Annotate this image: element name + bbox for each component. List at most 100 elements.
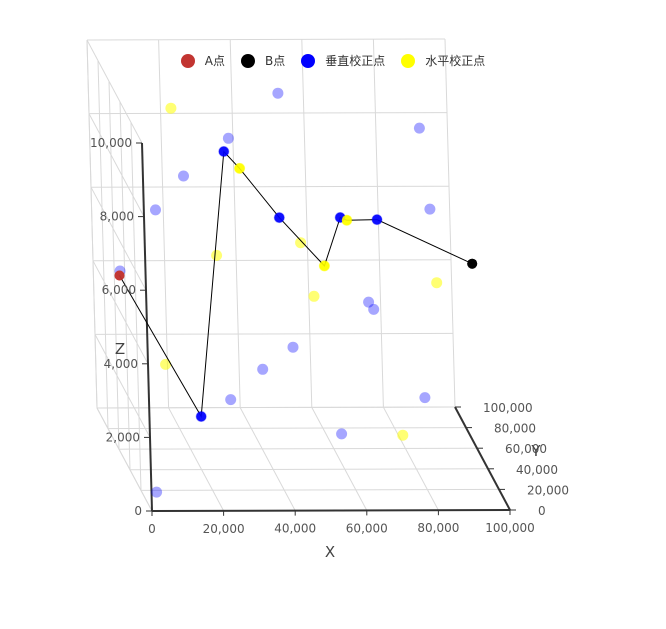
grid-line [94, 334, 151, 438]
vertical-correction-point [368, 303, 380, 315]
grid-line [88, 112, 448, 115]
vertical-correction-point [272, 87, 284, 99]
route-node [234, 163, 245, 174]
legend-item[interactable]: 垂直校正点 [301, 52, 385, 69]
vertical-correction-point [222, 132, 234, 144]
x-tick-label: 60,000 [346, 521, 388, 535]
grid-line [90, 186, 147, 291]
x-tick-label: 40,000 [274, 522, 316, 536]
grid-line [86, 39, 98, 409]
z-tick-label: 8,000 [100, 210, 134, 224]
vertical-correction-point [419, 392, 431, 404]
z-tick-label: 4,000 [104, 357, 138, 371]
horizontal-correction-point [431, 277, 443, 289]
horizontal-correction-point [308, 290, 320, 302]
y-tick-label: 0 [538, 504, 546, 518]
route-node [196, 411, 207, 422]
y-tick-label: 40,000 [516, 463, 558, 477]
z-tick-label: 2,000 [106, 430, 140, 444]
grid-line [130, 122, 142, 491]
label-layer: 0 20,000 40,000 60,000 80,000 100,000020,0004… [90, 136, 569, 561]
y-tick-label: 100,000 [483, 401, 533, 415]
x-tick-label: 80,000 [417, 521, 459, 535]
vertical-correction-point [225, 394, 237, 406]
grid-line [88, 113, 145, 217]
y-tick-label: 20,000 [527, 483, 569, 497]
grid-line [229, 39, 241, 408]
vertical-correction-point [413, 122, 425, 134]
grid-line [96, 406, 456, 409]
legend-marker [180, 53, 195, 68]
legend-marker [401, 53, 416, 68]
grid-line [96, 407, 153, 512]
grid-line [129, 468, 489, 471]
route-node [274, 212, 285, 223]
route-node [372, 214, 382, 225]
vertical-correction-point [287, 341, 299, 353]
legend-label: 垂直校正点 [325, 54, 386, 68]
route-layer [114, 146, 478, 422]
grid-line [382, 406, 439, 511]
vertical-correction-point [336, 428, 348, 440]
grid-line [90, 185, 450, 188]
y-tick-label: 80,000 [494, 422, 536, 436]
horizontal-correction-point [295, 237, 307, 249]
route-node [319, 260, 330, 271]
route-node [114, 270, 125, 281]
legend-marker [301, 53, 316, 68]
legend-label: A点 [204, 54, 225, 68]
grid-line [86, 39, 143, 144]
grid-line [108, 81, 120, 450]
grid-line [92, 259, 452, 262]
y-axis-title: Y [530, 442, 541, 460]
y-axis-line [454, 406, 511, 511]
grid-line [86, 38, 446, 41]
z-axis-title: Z [115, 340, 125, 358]
points-layer [114, 87, 478, 498]
horizontal-correction-point [397, 429, 409, 441]
legend-item[interactable]: A点 [180, 52, 225, 69]
legend: A点 B点 垂直校正点 水平校正点 [0, 52, 666, 71]
x-axis-line [151, 509, 511, 512]
vertical-correction-point [363, 296, 375, 308]
legend-label: B点 [264, 54, 286, 68]
z-tick-label: 0 [134, 504, 142, 518]
route-line [119, 150, 473, 419]
vertical-correction-point [178, 170, 189, 182]
grid-line [118, 447, 478, 450]
axis-layer [136, 142, 516, 516]
legend-item[interactable]: 水平校正点 [401, 52, 485, 69]
grid-line [301, 39, 313, 408]
grid-line [140, 488, 500, 491]
vertical-correction-point [257, 363, 269, 375]
x-tick-label: 0 [148, 522, 156, 536]
horizontal-correction-point [160, 358, 172, 370]
grid-line [94, 332, 454, 335]
vertical-correction-point [150, 204, 161, 216]
grid-line [97, 60, 109, 429]
legend-label: 水平校正点 [425, 54, 486, 68]
route-node [341, 215, 352, 226]
grid-line [168, 407, 225, 512]
z-axis-line [141, 142, 153, 512]
horizontal-correction-point [211, 249, 223, 261]
route-node [467, 258, 478, 269]
vertical-correction-point [424, 203, 436, 215]
z-tick-label: 6,000 [102, 283, 136, 297]
x-tick-label: 20,000 [203, 522, 245, 536]
grid-line [239, 407, 296, 511]
legend-item[interactable]: B点 [240, 52, 286, 69]
grid-line [158, 39, 170, 408]
y-tick-label: 60,000 [505, 442, 547, 456]
route-node [218, 146, 229, 157]
grid-line [92, 260, 149, 365]
horizontal-correction-point [165, 102, 177, 114]
x-axis-title: X [325, 543, 335, 561]
z-tick-label: 10,000 [90, 136, 132, 150]
vertical-correction-point [151, 486, 163, 498]
grid-line [107, 427, 467, 430]
grid-line [444, 38, 456, 408]
x-tick-label: 100,000 [485, 521, 535, 535]
